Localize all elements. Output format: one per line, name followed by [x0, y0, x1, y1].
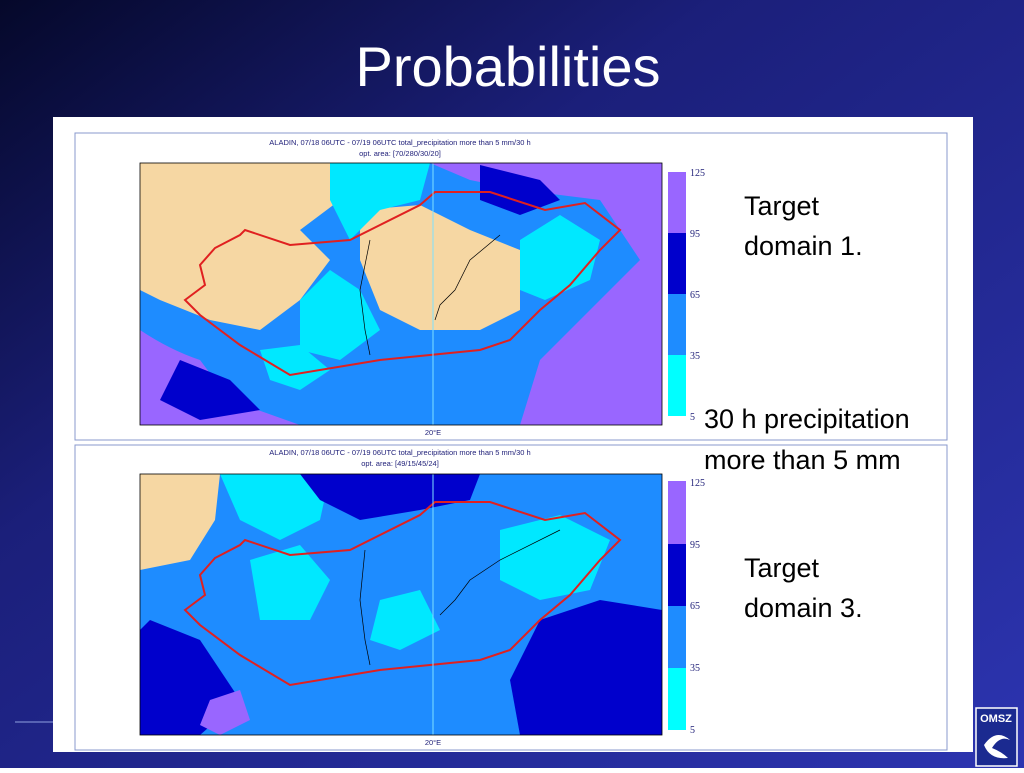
map-border: [139, 162, 663, 426]
map-frame: [74, 132, 948, 441]
colorbar: [668, 172, 686, 416]
colorbar-label: 125: [690, 478, 705, 489]
colorbar-label: 95: [690, 540, 700, 551]
annotation: 30 h precipitation: [704, 404, 910, 434]
colorbar-label: 95: [690, 229, 700, 240]
logo-text: OMSZ: [980, 713, 1012, 725]
map-frame: [74, 444, 948, 751]
colorbar-label: 65: [690, 290, 700, 301]
map-1: [140, 163, 662, 425]
axis-label: 20°E: [425, 738, 441, 747]
slide-title: Probabilities: [355, 35, 660, 98]
colorbar-label: 35: [690, 663, 700, 674]
annotation: more than 5 mm: [704, 445, 901, 475]
map-2: [140, 474, 662, 735]
annotation: Target: [744, 553, 820, 583]
map-subtitle: opt. area: [70/280/30/20]: [359, 149, 441, 158]
map-subtitle: opt. area: [49/15/45/24]: [361, 459, 439, 468]
annotation: domain 1.: [744, 231, 863, 261]
map-title: ALADIN, 07/18 06UTC - 07/19 06UTC total_…: [269, 138, 530, 147]
axis-label: 20°E: [425, 428, 441, 437]
annotation: domain 3.: [744, 593, 863, 623]
colorbar-label: 35: [690, 351, 700, 362]
logo: [975, 707, 1018, 767]
colorbar-label: 65: [690, 601, 700, 612]
map-border: [139, 473, 663, 736]
colorbar-label: 5: [690, 412, 695, 423]
colorbar-label: 125: [690, 168, 705, 179]
colorbar: [668, 481, 686, 730]
map-title: ALADIN, 07/18 06UTC - 07/19 06UTC total_…: [269, 448, 530, 457]
colorbar-label: 5: [690, 725, 695, 736]
annotation: Target: [744, 191, 820, 221]
